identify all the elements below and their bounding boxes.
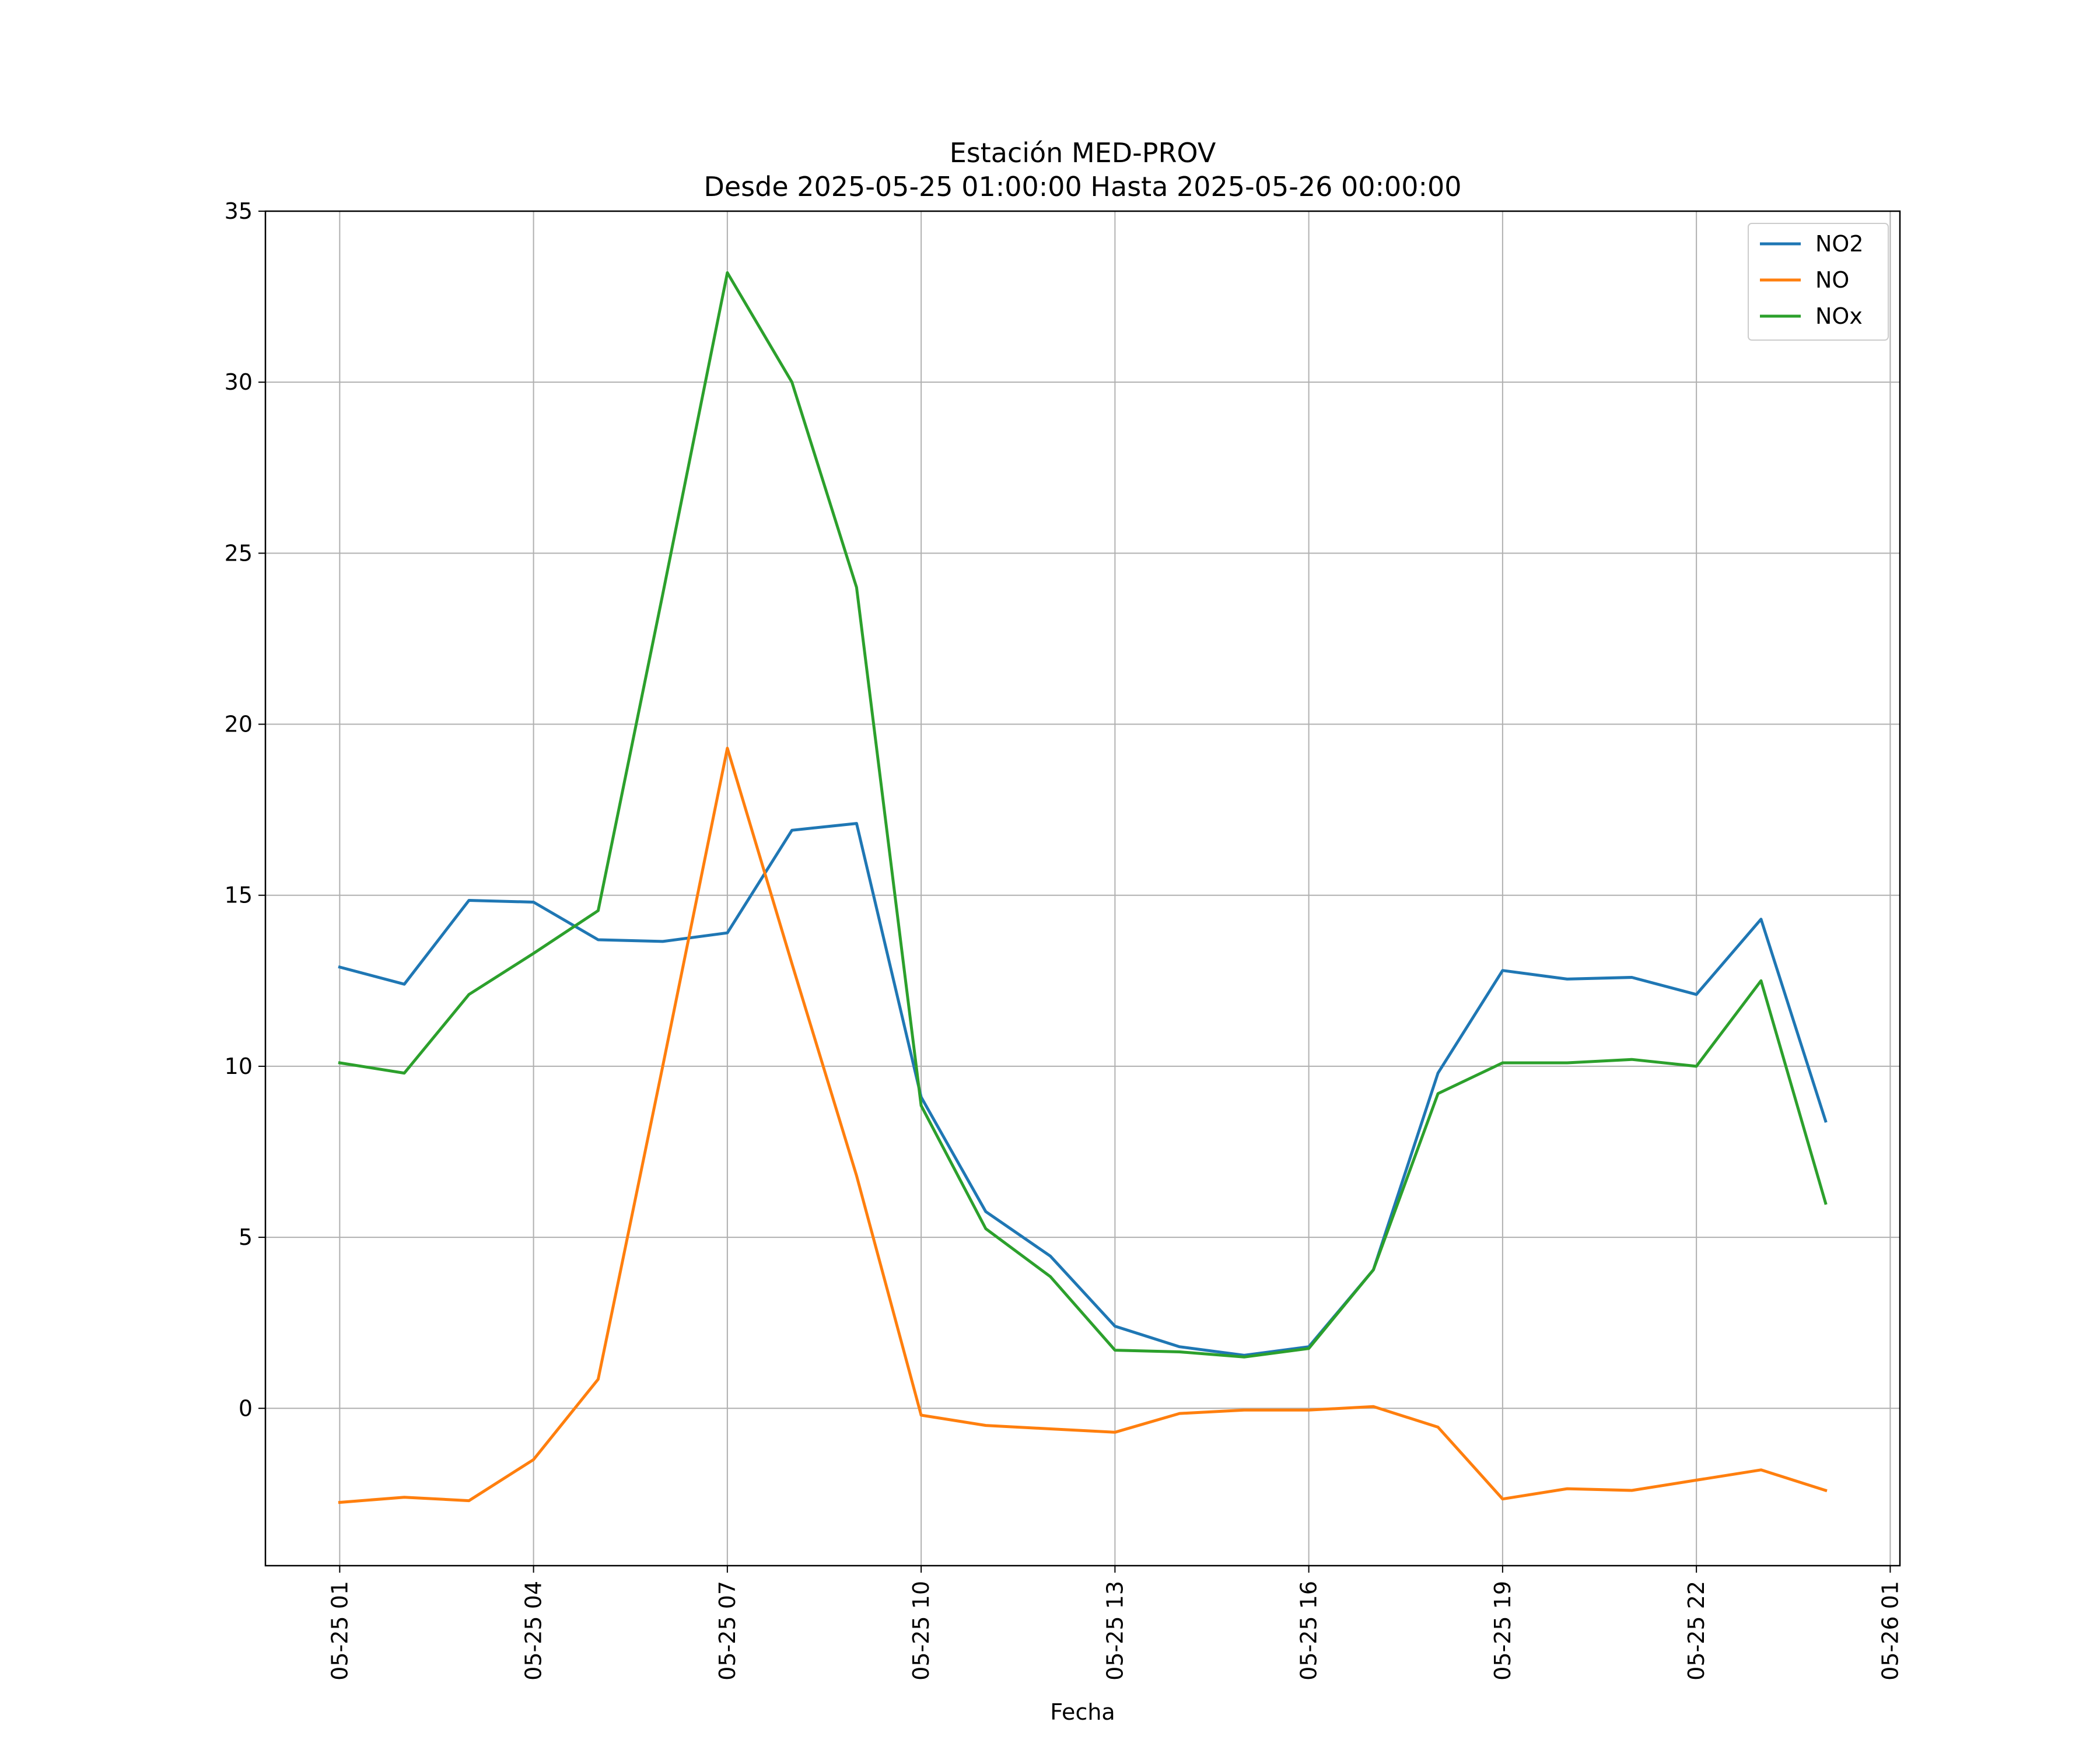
x-axis: 05-25 01 05-25 04 05-25 07 05-25 10 05-25 13… xyxy=(327,1566,1903,1681)
series-line-no xyxy=(338,747,1828,1504)
chart-title: Estación MED-PROV xyxy=(950,137,1216,169)
x-tick-label: 05-26 01 xyxy=(1877,1581,1903,1681)
y-tick-label: 30 xyxy=(225,369,253,395)
x-tick-label: 05-25 07 xyxy=(715,1581,740,1681)
y-tick-label: 25 xyxy=(225,540,253,566)
y-tick-label: 0 xyxy=(239,1395,253,1421)
y-tick-label: 10 xyxy=(225,1054,253,1079)
y-tick-label: 20 xyxy=(225,712,253,737)
series-line-no2 xyxy=(338,822,1828,1357)
legend-label-no: NO xyxy=(1815,267,1849,293)
x-tick-label: 05-25 19 xyxy=(1490,1581,1516,1681)
y-axis: 0 5 10 15 20 25 30 35 xyxy=(225,198,265,1421)
chart-subtitle: Desde 2025-05-25 01:00:00 Hasta 2025-05-… xyxy=(704,171,1461,202)
legend-label-nox: NOx xyxy=(1815,303,1863,329)
x-tick-label: 05-25 22 xyxy=(1684,1581,1709,1681)
series-line-nox xyxy=(338,271,1828,1359)
y-tick-label: 5 xyxy=(239,1224,253,1250)
y-tick-label: 35 xyxy=(225,198,253,224)
series-lines xyxy=(338,271,1828,1504)
x-tick-label: 05-25 16 xyxy=(1296,1581,1322,1681)
x-axis-label: Fecha xyxy=(1050,1699,1115,1725)
legend: NO2 NO NOx xyxy=(1748,223,1889,341)
x-tick-label: 05-25 13 xyxy=(1102,1581,1128,1681)
x-tick-label: 05-25 10 xyxy=(908,1581,934,1681)
x-tick-label: 05-25 04 xyxy=(521,1581,547,1681)
legend-box xyxy=(1748,223,1889,341)
x-tick-label: 05-25 01 xyxy=(327,1581,352,1681)
legend-label-no2: NO2 xyxy=(1815,231,1864,257)
plot-frame xyxy=(264,210,1901,1567)
y-tick-label: 15 xyxy=(225,883,253,908)
